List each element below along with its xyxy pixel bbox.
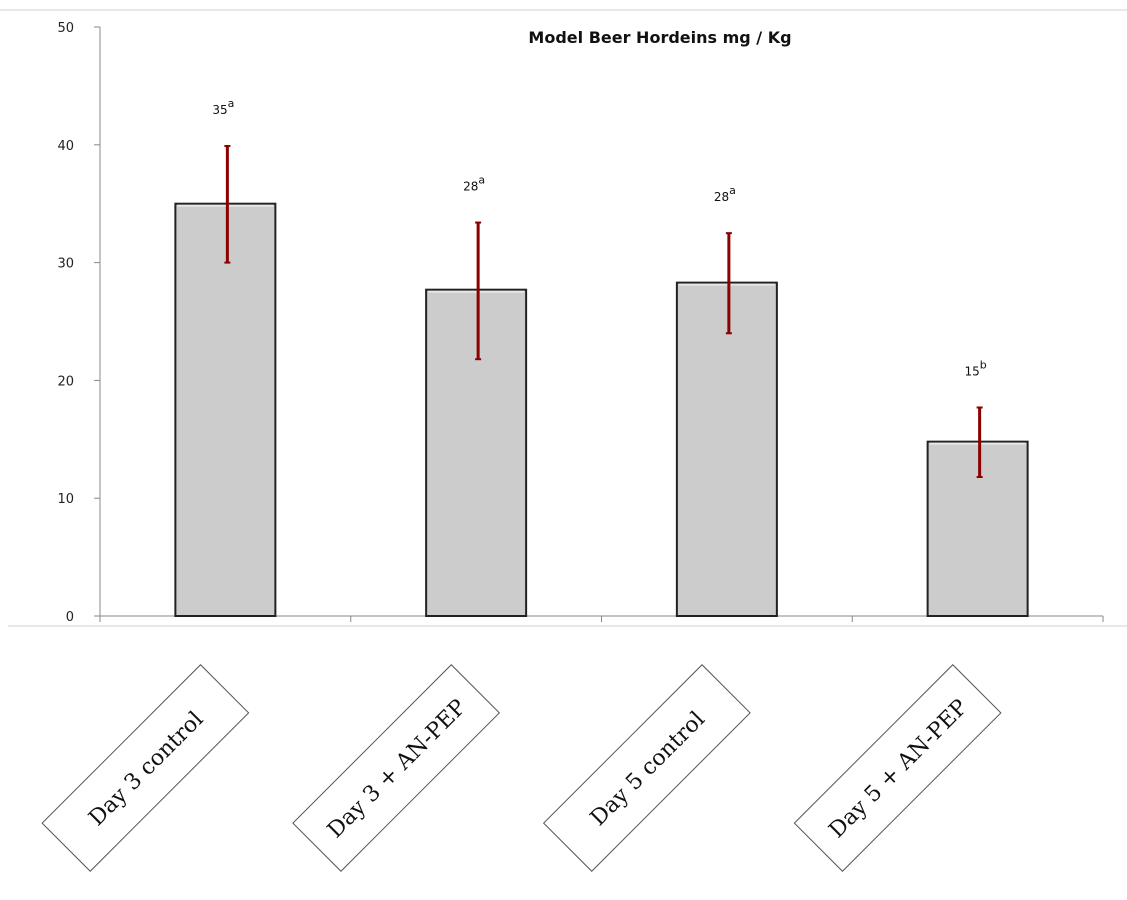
significance-letter: a [729,184,736,197]
y-tick-label: 30 [57,257,74,272]
significance-letter: b [980,358,987,371]
data-label: 15b [964,358,986,378]
category-label-box: Day 3 + AN-PEP [292,664,501,872]
y-tick-label: 40 [57,139,74,154]
category-label-box: Day 3 control [41,664,250,872]
chart-title: Model Beer Hordeins mg / Kg [528,28,791,47]
category-box [292,664,501,872]
y-tick-label: 50 [57,21,74,36]
bars [174,202,1029,617]
significance-letter: a [478,174,485,187]
bar [926,440,1029,617]
y-tick-label: 10 [57,492,74,507]
significance-letter: a [228,97,235,110]
category-label-box: Day 5 control [542,664,751,872]
data-label: 28a [714,184,736,204]
category-label: Day 3 + AN-PEP [323,695,472,844]
bar [174,202,277,617]
data-label: 28a [463,174,485,194]
error-bars [224,144,983,478]
category-box [41,664,250,872]
category-labels: Day 3 control Day 3 + AN-PEP Day 5 control… [41,664,1002,872]
category-label-box: Day 5 + AN-PEP [793,664,1002,872]
data-label: 35a [212,97,234,117]
bar [675,281,778,617]
category-box [542,664,751,872]
y-tick-label: 0 [66,610,74,625]
data-labels: 35a 28a 28a 15b [212,97,986,379]
category-label: Day 5 + AN-PEP [824,695,973,844]
bar [425,288,528,617]
category-box [793,664,1002,872]
y-tick-label: 20 [57,374,74,389]
